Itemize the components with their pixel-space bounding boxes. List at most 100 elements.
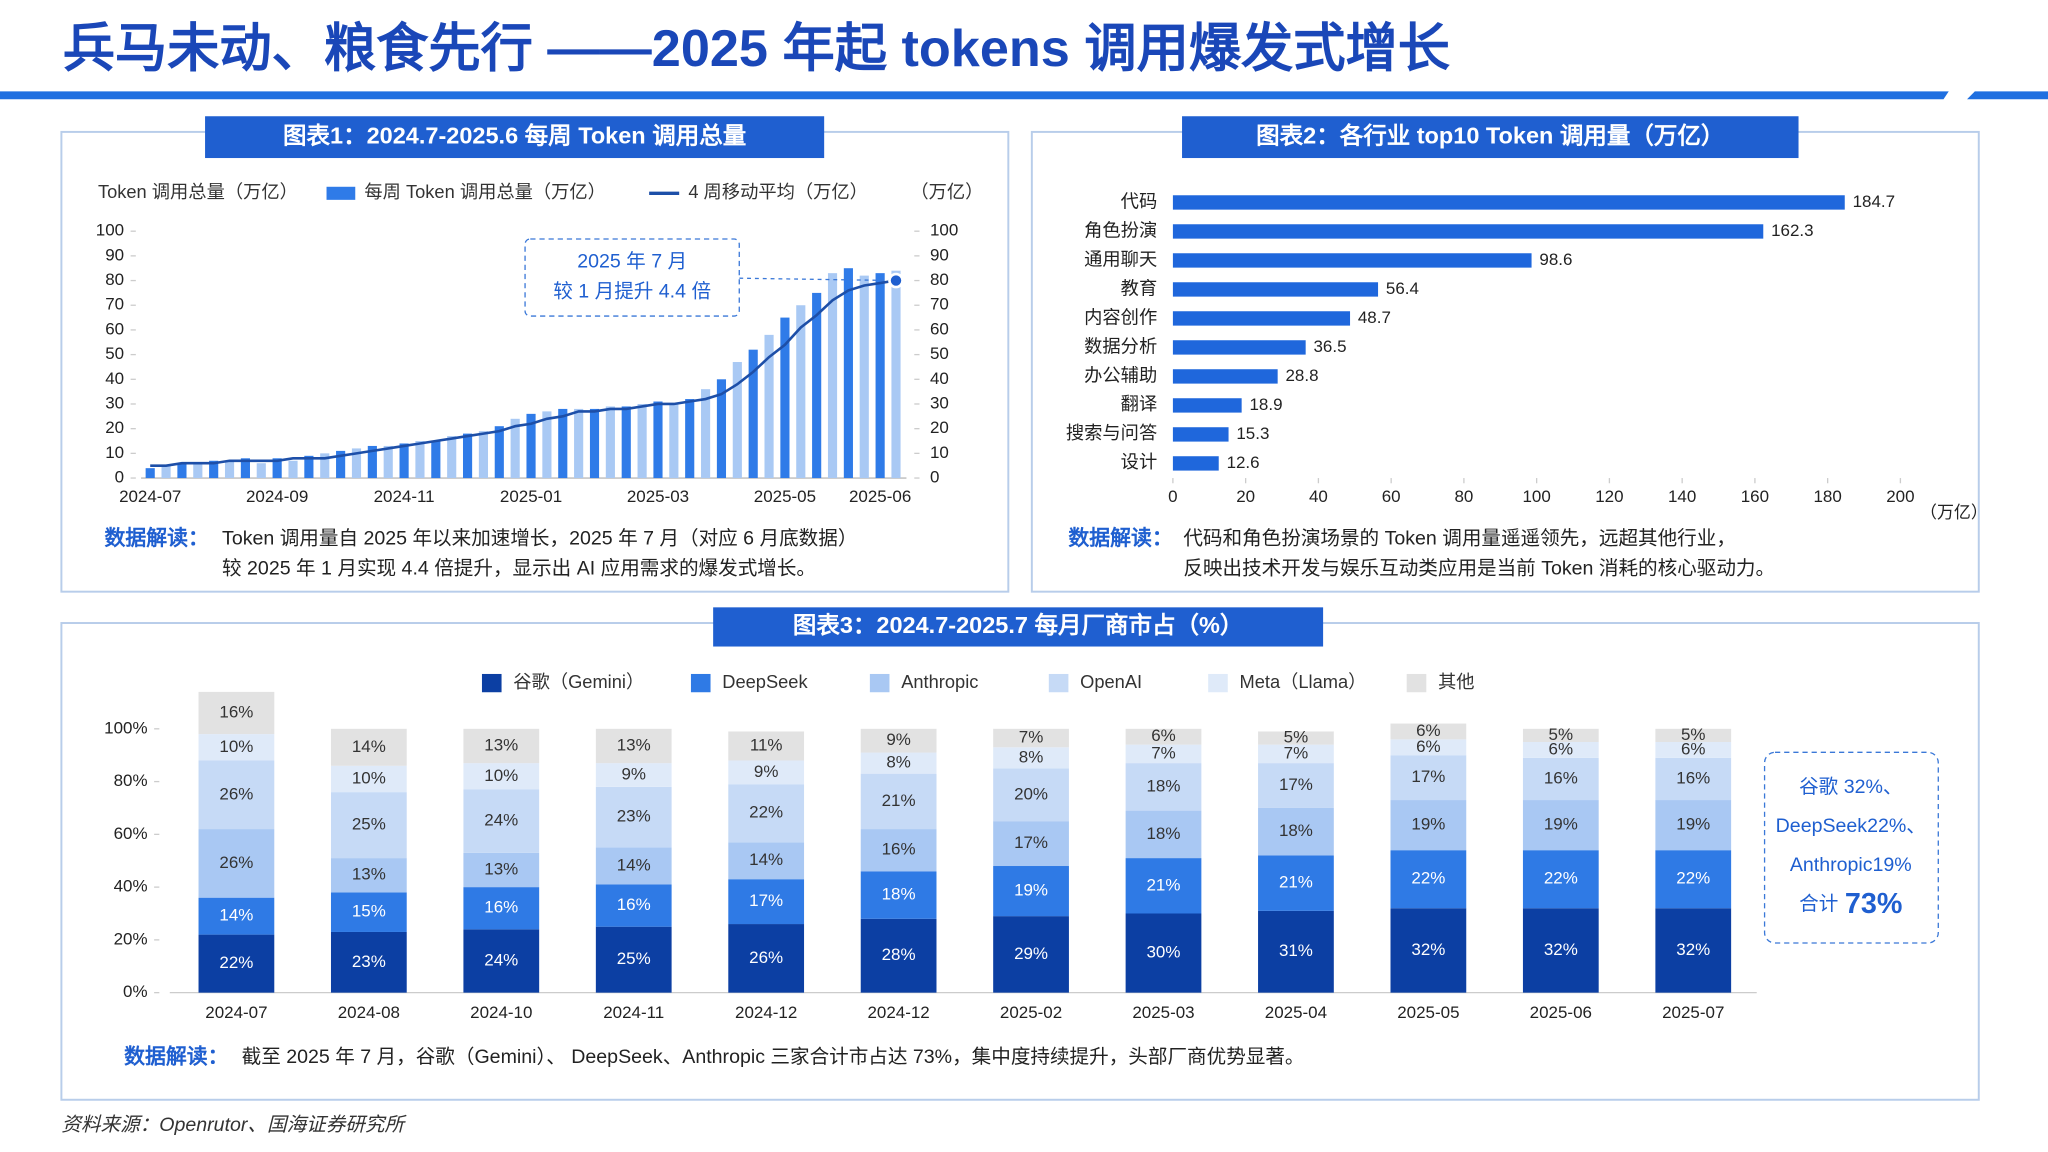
y-tick-label: 80% [114,771,148,790]
bar-segment [1125,858,1202,914]
bar [764,334,774,479]
bar-segment [595,786,672,848]
x-tick-label: 60 [1382,487,1401,506]
note-text: Token 调用量自 2025 年以来加速增长，2025 年 7 月（对应 6 … [222,528,857,550]
bar [542,411,552,479]
bar [256,463,266,479]
bar [1172,311,1351,326]
y-tick-label: 40% [114,877,148,896]
callout-text: 2025 年 7 月 [577,251,687,273]
value-label: 22% [1676,869,1710,888]
bar [716,379,727,479]
legend-label: 其他 [1438,671,1475,692]
y-tick-label: 60% [114,824,148,843]
value-label: 6% [1151,726,1176,745]
y-tick-label: 60 [105,319,124,338]
category-label: 设计 [1121,451,1158,472]
bar-segment [1522,800,1599,851]
bar [462,433,473,479]
callout-total: 合计 73% [1799,888,1902,920]
value-label: 13% [484,735,518,754]
value-label: 23% [617,807,651,826]
x-tick-label: 120 [1595,487,1623,506]
value-label: 32% [1676,940,1710,959]
bar-segment [1522,728,1599,743]
legend-swatch [690,673,711,693]
bar-segment [1390,755,1467,801]
y2-tick-label: 60 [930,319,949,338]
bar [1172,195,1845,210]
title-rule [0,91,1949,100]
value-label: 14% [219,906,253,925]
callout-total-value: 73% [1845,888,1902,920]
value-label: 11% [750,735,783,754]
value-label: 56.4 [1386,279,1419,298]
y2-tick-label: 30 [930,393,949,412]
value-label: 6% [1416,721,1441,740]
bar [1172,282,1379,297]
bar [224,460,235,479]
x-tick-label: 40 [1309,487,1328,506]
x-tick-label: 2025-06 [1530,1003,1592,1022]
x-tick-label: 2025-07 [1662,1003,1724,1022]
value-label: 21% [882,791,916,810]
legend-label: 4 周移动平均（万亿） [688,181,868,202]
bar-segment [1655,850,1732,909]
bar-segment [463,887,540,930]
bar-segment [330,792,407,859]
bar [510,418,520,479]
y2-tick-label: 70 [930,295,949,314]
bar [209,460,219,479]
value-label: 18% [1147,776,1181,795]
bar-segment [1125,763,1202,811]
x-tick-label: 80 [1454,487,1473,506]
bar-segment [330,858,407,893]
bar [494,426,504,479]
bar-segment [728,924,805,993]
value-label: 19% [1014,881,1048,900]
value-label: 5% [1284,728,1309,747]
value-label: 21% [1279,873,1313,892]
bar [875,273,885,479]
bar-segment [860,728,937,753]
bar [431,441,441,479]
bar [748,349,758,479]
bar-segment [1258,855,1334,911]
bar-segment [1655,742,1732,758]
x-tick-label: 2024-12 [867,1003,929,1022]
chart-title: 图表2：各行业 top10 Token 调用量（万亿） [1256,121,1724,148]
bar-segment [330,728,407,766]
legend-label: 每周 Token 调用总量（万亿） [364,181,606,202]
y-tick-label: 30 [105,393,124,412]
x-tick-label: 2025-04 [1265,1003,1327,1022]
bar-segment [1522,908,1599,993]
value-label: 184.7 [1853,192,1895,211]
bar [526,413,536,479]
value-label: 19% [1411,815,1445,834]
x-tick-label: 2024-09 [246,487,308,506]
category-label: 角色扮演 [1084,219,1157,240]
legend-label: Meta（Llama） [1240,671,1367,692]
bar-segment [463,789,540,853]
note-label: 数据解读： [104,526,208,550]
value-label: 32% [1544,940,1578,959]
y2-tick-label: 0 [930,468,939,487]
bar-segment [860,918,937,993]
bar-segment [595,847,672,885]
legend-label: DeepSeek [722,671,808,692]
value-label: 16% [484,898,518,917]
legend-swatch [1406,673,1427,693]
bar [589,408,600,479]
callout-text: 谷歌 32%、 [1799,776,1902,798]
callout-box [524,238,740,317]
bar [383,445,393,479]
value-label: 162.3 [1771,221,1813,240]
category-label: 翻译 [1121,393,1158,414]
bar [304,455,314,479]
value-label: 22% [219,953,253,972]
y-tick-label: 100 [96,221,124,240]
value-label: 8% [1019,747,1044,766]
y-tick-label: 50 [105,344,124,363]
bar-segment [1125,744,1202,764]
bar-segment [993,821,1069,867]
